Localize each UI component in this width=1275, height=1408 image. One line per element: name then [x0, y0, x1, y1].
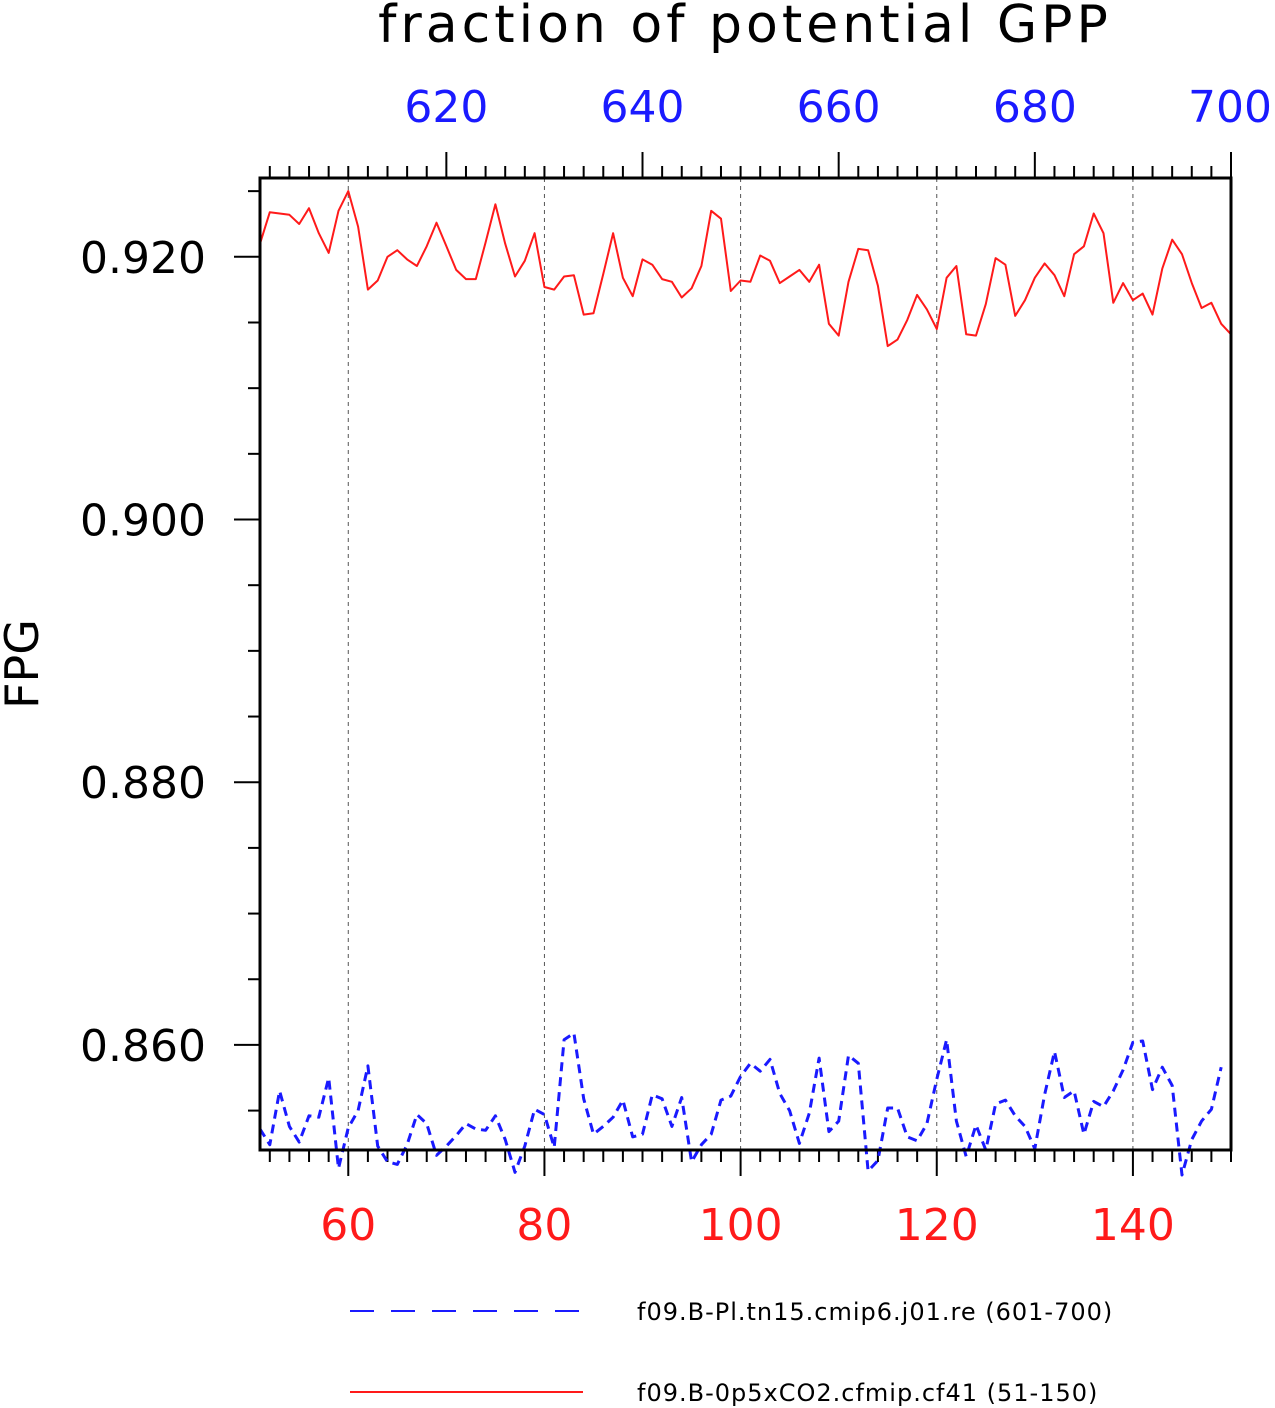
chart-title: fraction of potential GPP	[378, 0, 1112, 55]
x-top-tick-label: 660	[797, 82, 881, 133]
x-bottom-tick-label: 80	[516, 1200, 572, 1251]
series-line-blue-dashed	[258, 1031, 1223, 1177]
x-top-tick-label: 640	[601, 82, 685, 133]
y-tick-label: 0.880	[80, 758, 206, 809]
x-bottom-tick-label: 140	[1091, 1200, 1175, 1251]
x-bottom-tick-label: 100	[699, 1200, 783, 1251]
series-lines	[258, 190, 1232, 1177]
y-tick-label: 0.920	[80, 233, 206, 284]
x-top-tick-label: 680	[993, 82, 1077, 133]
series-line-red-solid	[259, 190, 1232, 348]
x-top-tick-label: 620	[404, 82, 488, 133]
y-tick-label: 0.900	[80, 496, 206, 547]
vertical-grid	[347, 178, 1134, 1150]
x-bottom-tick-label: 60	[320, 1200, 376, 1251]
x-bottom-tick-label: 120	[895, 1200, 979, 1251]
plot-frame	[258, 176, 1233, 1152]
y-axis-label: FPG	[0, 619, 49, 709]
tick-labels: 0.860 0.880 0.900 0.920 60 80 100 120 140 620 640 6…	[80, 82, 1272, 1251]
legend-label-red: f09.B-0p5xCO2.cfmip.cf41 (51-150)	[637, 1379, 1098, 1407]
y-tick-label: 0.860	[80, 1021, 206, 1072]
legend-label-blue: f09.B-Pl.tn15.cmip6.j01.re (601-700)	[637, 1298, 1113, 1326]
legend: f09.B-Pl.tn15.cmip6.j01.re (601-700) f09…	[350, 1298, 1113, 1407]
axis-ticks	[234, 152, 1232, 1176]
x-top-tick-label: 700	[1188, 82, 1272, 133]
